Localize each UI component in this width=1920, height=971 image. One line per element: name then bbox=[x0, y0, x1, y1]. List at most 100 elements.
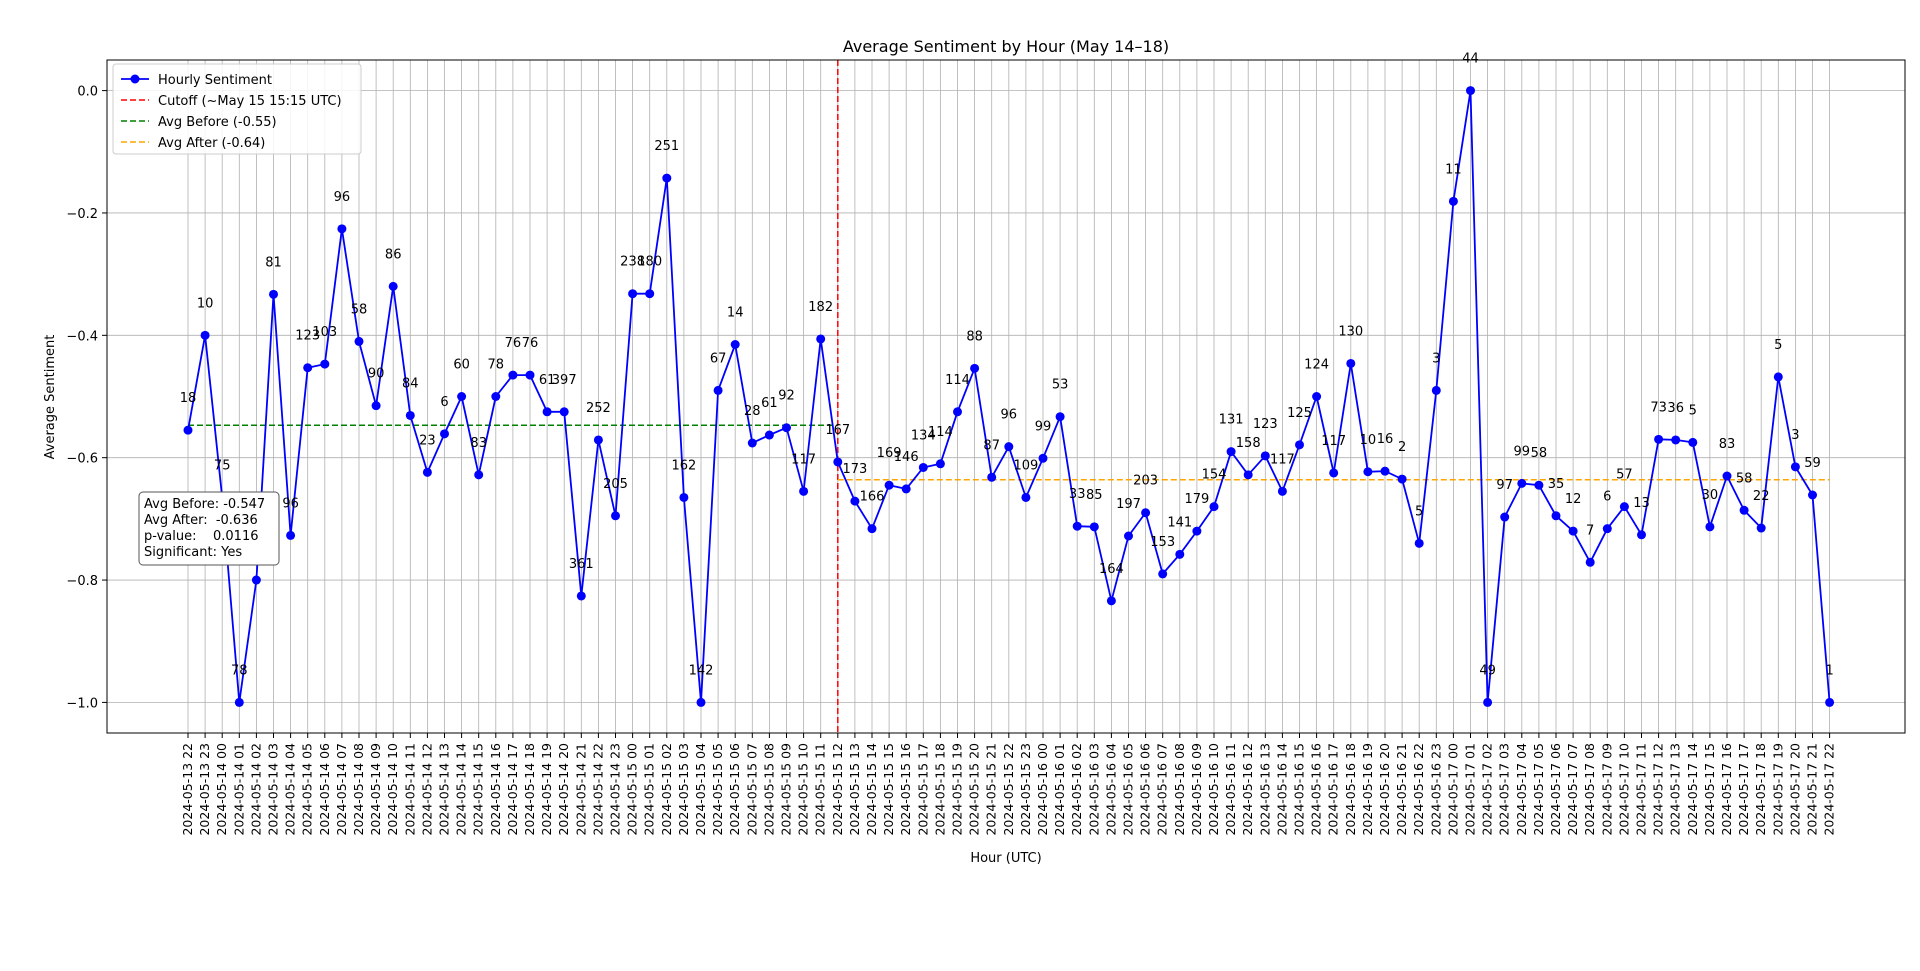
data-point bbox=[440, 429, 449, 439]
data-point bbox=[1808, 490, 1817, 500]
x-tick-label: 2024-05-15 04 bbox=[693, 743, 708, 836]
data-label: 87 bbox=[983, 438, 1000, 453]
x-tick-label: 2024-05-16 23 bbox=[1428, 743, 1443, 836]
data-label: 5 bbox=[1415, 504, 1423, 519]
x-tick-label: 2024-05-14 14 bbox=[454, 743, 469, 836]
data-label: 167 bbox=[825, 423, 850, 438]
y-tick-label: −0.4 bbox=[66, 329, 98, 344]
data-point bbox=[251, 575, 261, 585]
data-label: 22 bbox=[1753, 489, 1770, 504]
x-tick-label: 2024-05-14 01 bbox=[231, 743, 246, 836]
data-label: 14 bbox=[727, 305, 744, 320]
x-tick-label: 2024-05-17 20 bbox=[1787, 743, 1802, 836]
x-tick-label: 2024-05-15 16 bbox=[898, 743, 913, 836]
y-tick-label: −0.2 bbox=[66, 207, 98, 222]
data-label: 158 bbox=[1236, 436, 1261, 451]
data-point bbox=[1637, 530, 1646, 540]
x-tick-label: 2024-05-15 19 bbox=[950, 743, 965, 836]
data-label: 5 bbox=[1689, 403, 1697, 418]
x-tick-label: 2024-05-15 18 bbox=[932, 743, 947, 836]
data-label: 96 bbox=[282, 496, 299, 511]
data-point bbox=[1431, 385, 1441, 395]
data-label: 205 bbox=[603, 477, 628, 492]
x-tick-label: 2024-05-17 00 bbox=[1445, 743, 1460, 836]
x-tick-label: 2024-05-17 22 bbox=[1822, 743, 1837, 836]
data-label: 103 bbox=[312, 325, 337, 340]
data-label: 6 bbox=[1603, 490, 1611, 505]
data-point bbox=[1568, 526, 1578, 536]
x-tick-label: 2024-05-17 01 bbox=[1463, 743, 1478, 836]
data-point bbox=[1055, 412, 1065, 422]
data-point bbox=[1380, 466, 1390, 476]
data-point bbox=[576, 591, 586, 601]
x-tick-label: 2024-05-17 21 bbox=[1805, 743, 1820, 836]
y-tick-label: −0.6 bbox=[66, 452, 98, 467]
data-point bbox=[1688, 437, 1698, 447]
data-label: 78 bbox=[231, 663, 248, 678]
data-point bbox=[953, 407, 962, 417]
data-point bbox=[1363, 467, 1373, 477]
data-label: 76 bbox=[522, 336, 539, 351]
chart-title: Average Sentiment by Hour (May 14–18) bbox=[843, 37, 1169, 56]
data-point bbox=[679, 492, 689, 502]
data-point bbox=[1106, 596, 1116, 606]
grid-lines bbox=[107, 60, 1905, 733]
data-point bbox=[593, 435, 603, 445]
x-tick-label: 2024-05-14 18 bbox=[522, 743, 537, 836]
x-tick-label: 2024-05-14 07 bbox=[334, 743, 349, 836]
data-label: 60 bbox=[453, 358, 470, 373]
plot-frame bbox=[106, 59, 1906, 734]
y-tick-label: −1.0 bbox=[66, 696, 98, 711]
data-label: 97 bbox=[1496, 478, 1513, 493]
data-label: 67 bbox=[710, 351, 727, 366]
data-point bbox=[286, 530, 296, 540]
x-tick-label: 2024-05-13 22 bbox=[180, 743, 195, 836]
y-tick-label: −0.8 bbox=[66, 574, 98, 589]
x-tick-label: 2024-05-14 12 bbox=[419, 743, 434, 836]
data-point bbox=[303, 363, 313, 373]
x-tick-label: 2024-05-14 16 bbox=[488, 743, 503, 836]
x-tick-label: 2024-05-15 11 bbox=[813, 743, 828, 836]
data-label: 58 bbox=[1736, 471, 1753, 486]
data-point bbox=[713, 385, 723, 395]
x-tick-label: 2024-05-15 12 bbox=[830, 743, 845, 836]
x-tick-label: 2024-05-14 15 bbox=[471, 743, 486, 836]
x-tick-label: 2024-05-16 06 bbox=[1138, 743, 1153, 836]
data-point bbox=[525, 370, 535, 380]
data-label: 141 bbox=[1167, 515, 1192, 530]
data-label: 18 bbox=[180, 391, 197, 406]
data-label: 11 bbox=[1445, 162, 1462, 177]
reference-lines bbox=[188, 60, 1830, 733]
x-tick-label: 2024-05-15 20 bbox=[967, 743, 982, 836]
x-tick-label: 2024-05-15 01 bbox=[642, 743, 657, 836]
x-tick-label: 2024-05-16 18 bbox=[1343, 743, 1358, 836]
legend: Hourly Sentiment Cutoff (~May 15 15:15 U… bbox=[112, 63, 362, 155]
legend-item-avg-before: Avg Before (-0.55) bbox=[121, 115, 277, 130]
stats-p-value: p-value: 0.0116 bbox=[144, 529, 259, 544]
data-point bbox=[1141, 508, 1151, 518]
data-point bbox=[542, 407, 552, 417]
data-label: 125 bbox=[1287, 406, 1312, 421]
data-label: 86 bbox=[385, 247, 402, 262]
data-label: 179 bbox=[1184, 492, 1209, 507]
data-point bbox=[901, 484, 911, 494]
x-tick-label: 2024-05-15 17 bbox=[915, 743, 930, 836]
x-tick-label: 2024-05-17 04 bbox=[1514, 743, 1529, 836]
stats-significant: Significant: Yes bbox=[144, 545, 242, 560]
x-tick-label: 2024-05-15 05 bbox=[710, 743, 725, 836]
data-point bbox=[1312, 392, 1322, 401]
data-point bbox=[1517, 478, 1527, 488]
x-tick-label: 2024-05-16 07 bbox=[1155, 743, 1170, 836]
x-tick-label: 2024-05-17 05 bbox=[1531, 743, 1546, 836]
data-point bbox=[1021, 492, 1031, 502]
data-label: 166 bbox=[860, 490, 885, 505]
data-label: 164 bbox=[1099, 562, 1124, 577]
x-tick-label: 2024-05-17 10 bbox=[1616, 743, 1631, 836]
x-tick-label: 2024-05-15 03 bbox=[676, 743, 691, 836]
data-point bbox=[1004, 442, 1014, 452]
data-point bbox=[816, 334, 826, 344]
data-point bbox=[1825, 697, 1835, 707]
x-tick-label: 2024-05-16 20 bbox=[1377, 743, 1392, 836]
